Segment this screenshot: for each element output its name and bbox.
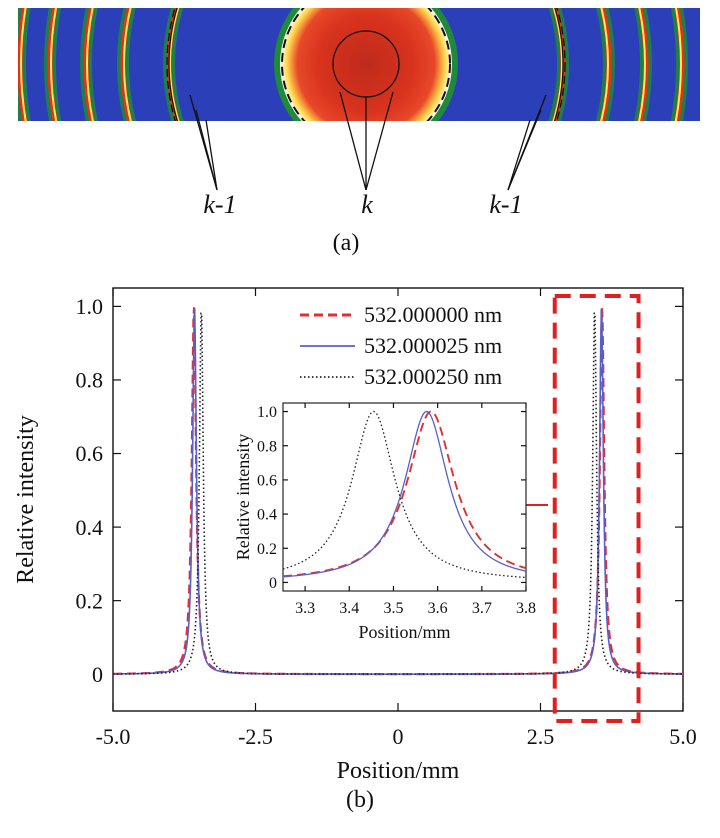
y-axis-label: Relative intensity [233, 434, 253, 560]
y-tick-label: 0.8 [257, 438, 277, 455]
x-tick-label: 5.0 [669, 724, 697, 749]
legend: 532.000000 nm 532.000025 nm 532.000250 nm [300, 302, 502, 389]
fringe-ring-core [169, 8, 563, 121]
y-tick-label: 0.2 [76, 588, 104, 613]
series-line-532000025 [113, 308, 683, 675]
caption-a: (a) [333, 230, 360, 256]
legend-label: 532.000025 nm [364, 333, 502, 358]
label-k-minus-1-left: k-1 [203, 190, 236, 219]
y-tick-label: 0.4 [257, 507, 277, 524]
series-line-532000250 [113, 312, 683, 675]
x-tick-label: 3.8 [516, 600, 536, 617]
center-dashed-circle [281, 8, 451, 121]
x-tick-label: 3.5 [383, 600, 403, 617]
fringe-ring-core [20, 8, 27, 121]
x-tick-label: 3.4 [339, 600, 359, 617]
fringe-ring-core [50, 8, 682, 121]
leader-line-right [507, 119, 531, 191]
y-tick-label: 0.6 [257, 473, 277, 490]
order-marker-ring [166, 8, 566, 121]
leader-line-center [339, 91, 367, 191]
legend-label: 532.000250 nm [364, 364, 502, 389]
fringe-ring-core [86, 8, 646, 121]
x-tick-label: 2.5 [527, 724, 555, 749]
series-group [283, 410, 526, 579]
series-line-532000000 [113, 307, 683, 676]
highlight-box [552, 294, 641, 723]
caption-b: (b) [346, 787, 374, 813]
leader-line-center [365, 91, 394, 191]
x-tick-label: 3.7 [472, 600, 492, 617]
main-chart: -5.0 -2.5 0 2.5 5.0 0 0.2 0.4 0.6 0.8 1.0 Position/… [13, 287, 697, 784]
x-tick-label: 3.6 [428, 600, 448, 617]
label-k: k [361, 190, 373, 219]
y-tick-label: 1.0 [257, 404, 277, 421]
x-tick-label: -5.0 [96, 724, 131, 749]
center-spot [280, 8, 452, 121]
x-tick-label: -2.5 [238, 724, 273, 749]
label-k-minus-1-right: k-1 [489, 190, 522, 219]
x-tick-label: 0 [393, 724, 404, 749]
y-tick-label: 0 [92, 662, 103, 687]
series-line-532000025 [283, 410, 526, 578]
fringe-order-labels: k-1 k k-1 (a) [189, 91, 547, 256]
fringe-image [18, 8, 700, 121]
x-axis-label: Position/mm [337, 758, 460, 784]
series-line-532000000 [283, 410, 526, 578]
inset-chart: 3.3 3.4 3.5 3.6 3.7 3.8 0 0.2 0.4 0.6 0.8 1.0 Positi… [233, 402, 536, 642]
y-tick-label: 0.4 [76, 515, 104, 540]
fringe-ring-core [123, 8, 609, 121]
y-tick-label: 1.0 [76, 294, 104, 319]
leader-line-right [507, 94, 547, 191]
plot-frame [282, 402, 527, 592]
order-marker-ring [168, 8, 564, 121]
leader-line-left [205, 119, 218, 191]
y-tick-label: 0.6 [76, 441, 104, 466]
legend-label: 532.000000 nm [364, 302, 502, 327]
series-line-532000250 [283, 410, 526, 579]
x-axis-label: Position/mm [358, 622, 450, 642]
y-tick-label: 0 [269, 575, 277, 592]
y-axis-label: Relative intensity [13, 415, 39, 584]
leader-line-left [195, 109, 218, 191]
x-tick-label: 3.3 [295, 600, 315, 617]
y-tick-label: 0.8 [76, 368, 104, 393]
y-tick-label: 0.2 [257, 541, 277, 558]
series-group [113, 307, 683, 676]
